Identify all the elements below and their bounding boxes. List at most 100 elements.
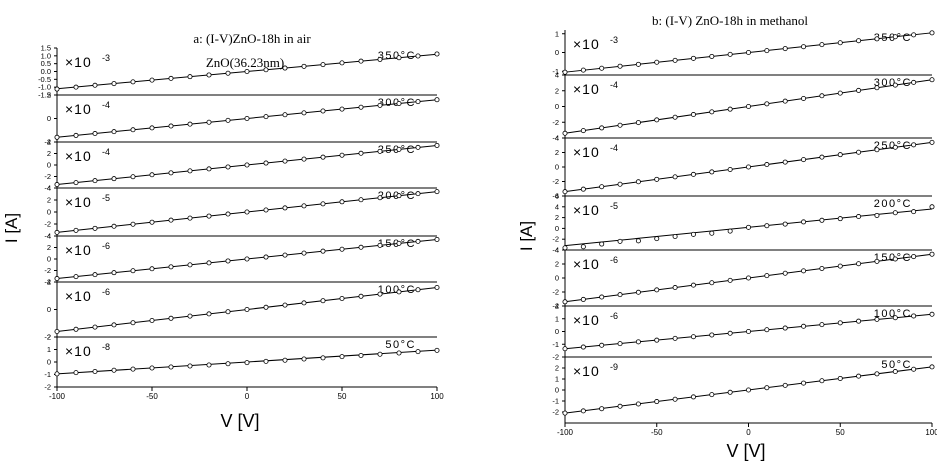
data-point (782, 382, 788, 388)
data-point (396, 55, 402, 61)
y-tick-label: 0 (555, 224, 559, 233)
data-point (339, 106, 345, 112)
data-point (111, 129, 117, 135)
multiplier-exponent: -9 (610, 362, 618, 372)
data-point (837, 375, 843, 381)
data-point (801, 323, 807, 329)
chart-b-x-ticks: -100 -50 0 50 100 (557, 423, 937, 437)
data-point (111, 176, 117, 182)
y-tick-label: 4 (555, 71, 559, 80)
multiplier-label: ×10 (573, 81, 600, 97)
data-point (856, 38, 862, 44)
data-point (709, 109, 715, 115)
y-tick-label: -1.0 (38, 83, 51, 92)
data-point (819, 42, 825, 48)
data-point (764, 48, 770, 54)
data-point (709, 280, 715, 286)
y-tick-label: 2 (555, 148, 559, 157)
data-point (320, 355, 326, 361)
multiplier-label: ×10 (65, 148, 92, 164)
y-tick-label: -4 (552, 246, 559, 255)
data-point (415, 349, 421, 355)
multiplier-exponent: -3 (102, 53, 110, 63)
data-point (764, 101, 770, 107)
data-point (206, 213, 212, 219)
data-point (801, 95, 807, 101)
y-tick-label: 0 (555, 163, 559, 172)
data-point (434, 97, 440, 103)
y-tick-label: -1 (552, 397, 559, 406)
panel-6: 2 1 0 -1 -2 50°C ×10 -8 (44, 333, 440, 392)
y-tick-label: 4 (555, 134, 559, 143)
data-point (580, 186, 586, 192)
data-point (929, 251, 935, 257)
chart-b: b: (I-V) ZnO-18h in methanol I [A] V [V]… (517, 13, 937, 461)
data-point (358, 104, 364, 110)
data-point (358, 244, 364, 250)
data-point (187, 262, 193, 268)
data-point (396, 193, 402, 199)
data-point (911, 254, 917, 260)
data-point (73, 84, 79, 90)
data-point (244, 306, 250, 312)
data-point (690, 231, 696, 237)
y-tick-label: -2 (552, 353, 559, 362)
y-tick-label: -2 (44, 220, 51, 229)
data-point (54, 134, 60, 140)
y-tick-label: 0 (555, 386, 559, 395)
y-tick-label: -2 (552, 288, 559, 297)
data-point (187, 313, 193, 319)
data-point (206, 119, 212, 125)
x-tick-label: 50 (836, 428, 845, 437)
data-point (92, 178, 98, 184)
data-point (654, 287, 660, 293)
data-point (562, 410, 568, 416)
data-point (580, 408, 586, 414)
data-point (225, 361, 231, 367)
data-point (415, 238, 421, 244)
data-point (727, 106, 733, 112)
data-point (874, 371, 880, 377)
data-point (690, 55, 696, 61)
data-point (92, 225, 98, 231)
data-point (562, 69, 568, 75)
data-point (263, 254, 269, 260)
data-point (635, 401, 641, 407)
chart-b-x-label: V [V] (726, 441, 765, 461)
data-point (746, 104, 752, 110)
data-point (727, 51, 733, 57)
y-tick-label: -4 (44, 278, 51, 287)
y-tick-label: 2 (555, 260, 559, 269)
data-point (764, 223, 770, 229)
data-point (617, 122, 623, 128)
data-point (54, 182, 60, 188)
panel-0: 1.51.00.50.0-0.5-1.0-1.5 350°C ×10 -3 (38, 44, 440, 100)
multiplier-label: ×10 (65, 101, 92, 117)
multiplier-exponent: -4 (610, 143, 618, 153)
multiplier-exponent: -6 (610, 311, 618, 321)
data-point (709, 169, 715, 175)
data-point (320, 62, 326, 68)
data-point (434, 142, 440, 148)
data-point (654, 176, 660, 182)
data-point (782, 221, 788, 227)
y-tick-label: -2 (552, 177, 559, 186)
data-point (415, 99, 421, 105)
data-point (819, 154, 825, 160)
data-point (301, 110, 307, 116)
data-point (874, 212, 880, 218)
y-tick-label: -2 (552, 235, 559, 244)
data-point (819, 265, 825, 271)
chart-a-title: a: (I-V)ZnO-18h in air (193, 31, 311, 46)
multiplier-label: ×10 (573, 363, 600, 379)
panel-0: 1 0 -1 350°C ×10 -3 (552, 29, 935, 76)
y-tick-label: -2 (44, 172, 51, 181)
data-point (727, 166, 733, 172)
data-point (168, 217, 174, 223)
data-point (874, 36, 880, 42)
data-point (801, 268, 807, 274)
data-point (168, 264, 174, 270)
multiplier-exponent: -8 (102, 342, 110, 352)
